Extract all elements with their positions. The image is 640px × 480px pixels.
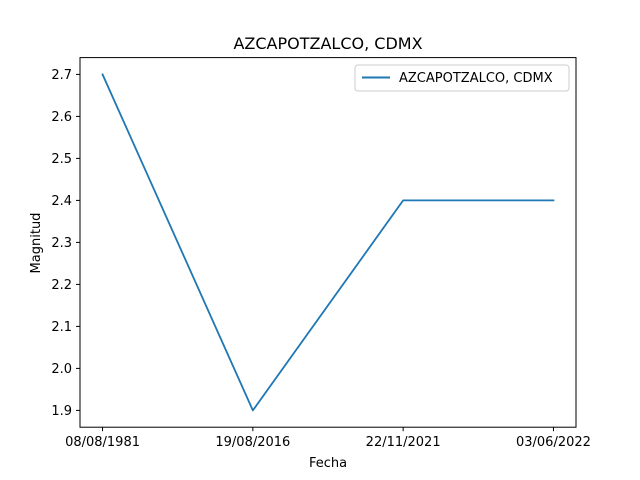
x-axis-ticks: 08/08/1981 19/08/2016 22/11/2021 03/06/2022: [65, 427, 591, 450]
legend-box: [354, 64, 570, 92]
y-tick-label: 2.0: [51, 362, 72, 377]
y-tick-label: 2.3: [51, 236, 72, 251]
series-line: [101, 73, 555, 412]
y-tick-label: 2.4: [51, 194, 72, 209]
y-tick-label: 2.1: [51, 320, 72, 335]
y-tick-label: 2.6: [51, 110, 72, 125]
legend-entry-label: AZCAPOTZALCO, CDMX: [399, 71, 553, 86]
y-tick-label: 2.5: [51, 152, 72, 167]
y-tick-label: 1.9: [51, 404, 72, 419]
y-tick-label: 2.7: [51, 68, 72, 83]
x-tick-label: 22/11/2021: [366, 435, 441, 450]
series-layer: [101, 73, 555, 412]
chart-title: AZCAPOTZALCO, CDMX: [233, 34, 422, 53]
x-tick-label: 19/08/2016: [215, 435, 290, 450]
x-tick-label: 08/08/1981: [65, 435, 140, 450]
plot-area-frame: [79, 57, 577, 428]
legend: AZCAPOTZALCO, CDMX: [354, 64, 570, 92]
x-axis-label: Fecha: [309, 456, 347, 471]
y-axis-label: Magnitud: [29, 213, 44, 274]
x-tick-label: 03/06/2022: [516, 435, 591, 450]
y-tick-label: 2.2: [51, 278, 72, 293]
y-axis-ticks: 1.9 2.0 2.1 2.2 2.3 2.4 2.5 2.6 2.7: [51, 68, 80, 419]
